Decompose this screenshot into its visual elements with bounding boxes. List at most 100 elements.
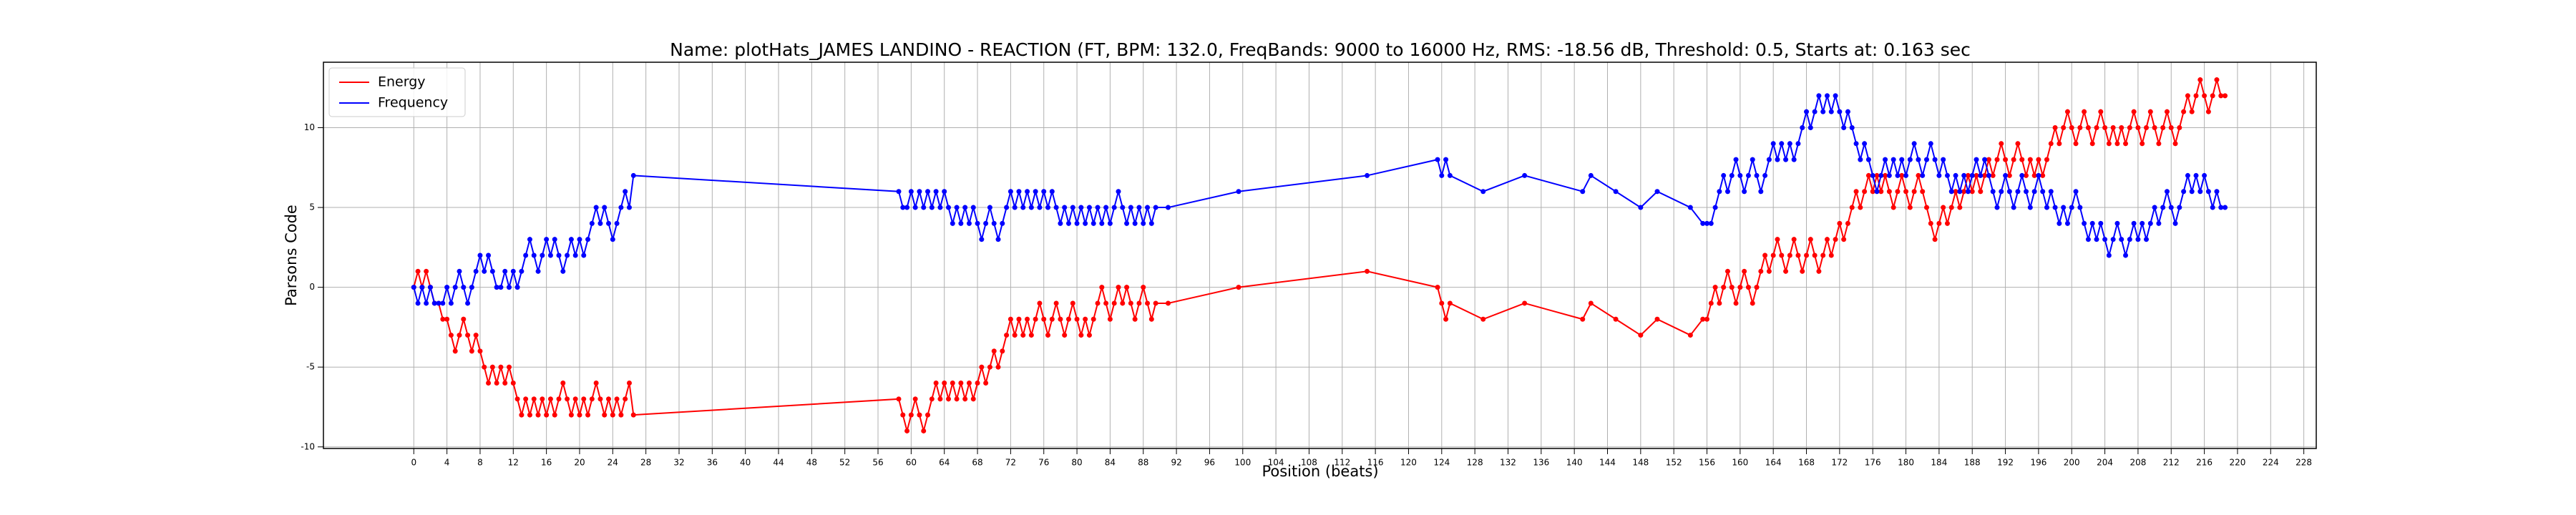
point [1016, 316, 1022, 322]
point [593, 381, 599, 386]
point [1745, 172, 1751, 178]
point [1969, 189, 1975, 195]
point [1053, 300, 1059, 306]
point [921, 205, 927, 210]
point [1717, 189, 1722, 195]
x-tick-label: 212 [2163, 458, 2180, 468]
point [597, 396, 603, 402]
point [1953, 172, 1958, 178]
point [2052, 124, 2058, 130]
point [1742, 189, 1747, 195]
point [991, 220, 997, 226]
point [1870, 189, 1875, 195]
point [1961, 189, 1967, 195]
point [523, 396, 529, 402]
point [581, 252, 587, 258]
point [1136, 205, 1142, 210]
x-tick-label: 180 [1898, 458, 1914, 468]
point [2147, 220, 2153, 226]
point [482, 364, 487, 370]
x-tick-label: 136 [1533, 458, 1549, 468]
point [1911, 141, 1917, 147]
point [572, 252, 578, 258]
point [565, 252, 570, 258]
point [1717, 300, 1722, 306]
point [2123, 252, 2129, 258]
point [544, 412, 550, 418]
point [1613, 189, 1619, 195]
point [1932, 237, 1938, 242]
point [1737, 285, 1743, 290]
point [1638, 333, 1644, 338]
point [452, 348, 458, 354]
point [1095, 205, 1101, 210]
x-tick-label: 60 [906, 458, 917, 468]
point [2135, 124, 2141, 130]
point [461, 316, 467, 322]
point [912, 396, 918, 402]
point [626, 381, 632, 386]
point [486, 381, 492, 386]
point [933, 189, 939, 195]
point [1816, 268, 1822, 274]
point [565, 396, 570, 402]
point [1941, 205, 1946, 210]
point [1041, 316, 1047, 322]
point [1886, 189, 1892, 195]
point [1447, 172, 1453, 178]
x-tick-label: 168 [1798, 458, 1815, 468]
point [630, 172, 636, 178]
point [1099, 220, 1105, 226]
point [1986, 157, 1991, 162]
point [610, 237, 615, 242]
x-tick-label: 112 [1334, 458, 1350, 468]
x-tick-label: 124 [1433, 458, 1450, 468]
point [1365, 172, 1370, 178]
point [2135, 237, 2141, 242]
point [1033, 189, 1038, 195]
point [1865, 157, 1871, 162]
point [1704, 220, 1710, 226]
point [975, 220, 980, 226]
point [2031, 189, 2037, 195]
point [1853, 189, 1859, 195]
point [1041, 189, 1047, 195]
point [431, 300, 437, 306]
point [1439, 300, 1445, 306]
point [1687, 205, 1693, 210]
x-tick-label: 12 [508, 458, 519, 468]
x-tick-label: 36 [707, 458, 718, 468]
point [2223, 205, 2228, 210]
point [1033, 316, 1038, 322]
y-tick-label: -10 [301, 441, 315, 451]
x-tick-label: 0 [411, 458, 416, 468]
point [1580, 316, 1586, 322]
point [531, 252, 537, 258]
point [1721, 172, 1727, 178]
point [1065, 316, 1071, 322]
y-axis-label: Parsons Code [283, 205, 300, 306]
point [1062, 333, 1068, 338]
x-tick-label: 140 [1566, 458, 1583, 468]
point [1878, 172, 1884, 178]
x-tick-label: 92 [1171, 458, 1181, 468]
point [2106, 141, 2112, 147]
point [1588, 172, 1594, 178]
point [1849, 205, 1855, 210]
y-tick-label: 5 [309, 202, 315, 212]
x-tick-label: 164 [1765, 458, 1782, 468]
point [2027, 157, 2033, 162]
x-tick-label: 44 [773, 458, 784, 468]
point [560, 381, 566, 386]
point [1132, 220, 1138, 226]
point [1787, 141, 1792, 147]
point [1020, 333, 1026, 338]
point [1111, 205, 1117, 210]
point [1957, 205, 1963, 210]
point [1165, 205, 1171, 210]
x-tick-label: 8 [477, 458, 483, 468]
point [1070, 205, 1075, 210]
x-tick-label: 192 [1997, 458, 2014, 468]
point [489, 364, 495, 370]
point [1762, 172, 1768, 178]
